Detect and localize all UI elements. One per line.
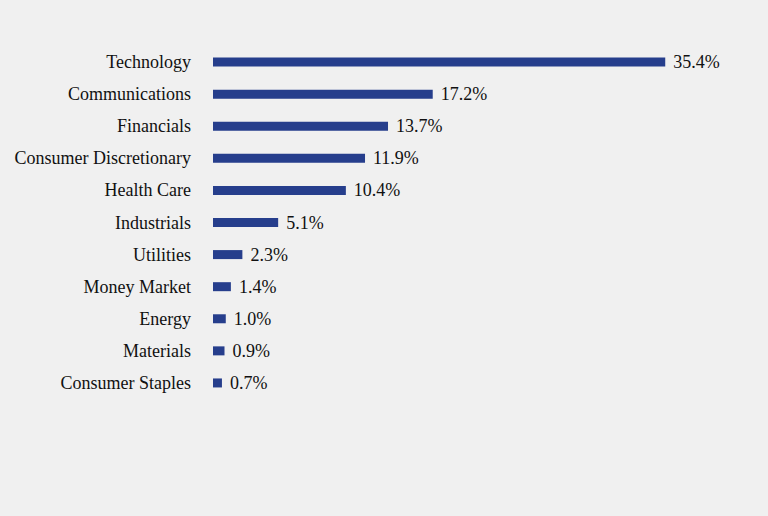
svg-text:2.3%: 2.3% — [250, 245, 288, 265]
svg-text:1.4%: 1.4% — [239, 277, 277, 297]
svg-text:Financials: Financials — [117, 116, 191, 136]
svg-text:Utilities: Utilities — [133, 245, 191, 265]
svg-text:Health Care: Health Care — [105, 180, 191, 200]
svg-text:Money Market: Money Market — [84, 277, 191, 297]
svg-text:17.2%: 17.2% — [441, 84, 488, 104]
svg-text:11.9%: 11.9% — [373, 148, 419, 168]
svg-text:Consumer Discretionary: Consumer Discretionary — [15, 148, 191, 168]
svg-text:Consumer Staples: Consumer Staples — [61, 373, 192, 393]
svg-text:Technology: Technology — [106, 52, 191, 72]
svg-text:Materials: Materials — [123, 341, 191, 361]
svg-text:Energy: Energy — [139, 309, 191, 329]
svg-text:1.0%: 1.0% — [234, 309, 272, 329]
svg-text:13.7%: 13.7% — [396, 116, 443, 136]
svg-text:Industrials: Industrials — [115, 213, 191, 233]
svg-text:10.4%: 10.4% — [354, 180, 401, 200]
svg-text:0.7%: 0.7% — [230, 373, 268, 393]
svg-text:5.1%: 5.1% — [286, 213, 324, 233]
svg-text:Communications: Communications — [68, 84, 191, 104]
svg-text:0.9%: 0.9% — [232, 341, 270, 361]
svg-text:35.4%: 35.4% — [673, 52, 720, 72]
